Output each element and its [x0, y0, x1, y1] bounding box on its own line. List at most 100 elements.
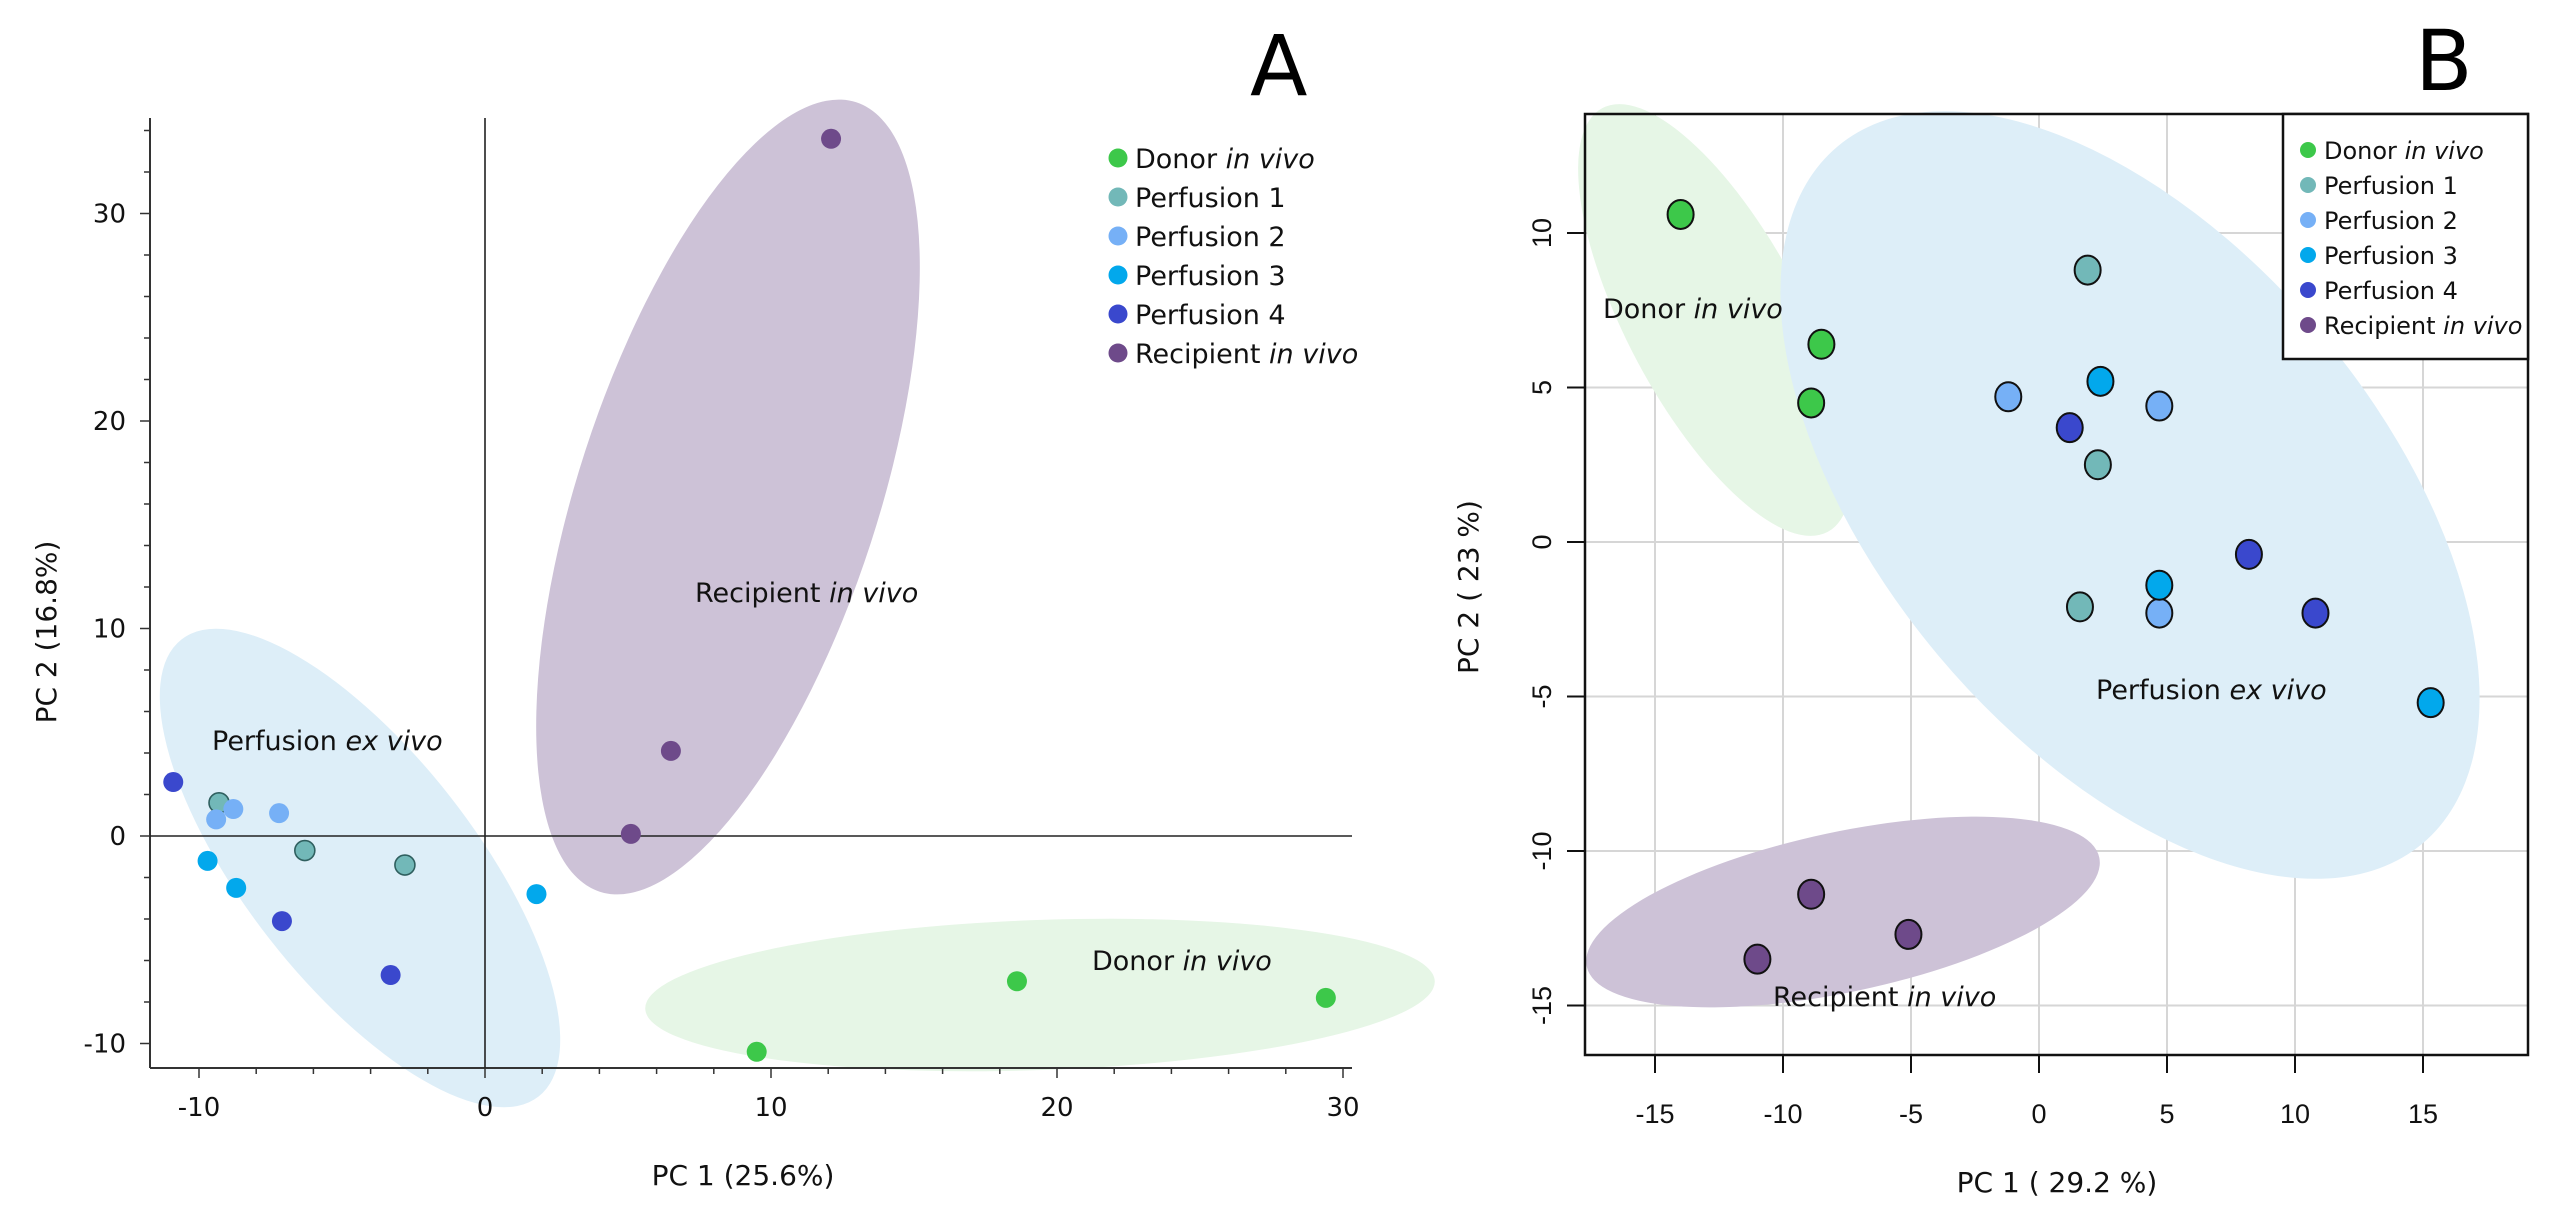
- panel-a-point-recipient: [821, 128, 842, 149]
- panel-b-point-recipient: [1894, 918, 1923, 950]
- legend-label-p2: Perfusion 2: [2324, 207, 2458, 235]
- panel-a-group-ellipses: [159, 99, 1435, 1108]
- panel-b-point-p4: [2234, 538, 2263, 570]
- panel-a-legend-item-p4: Perfusion 4: [1108, 300, 1286, 331]
- ellipse-donor-in-vivo: [1578, 104, 1852, 536]
- panel-b-x-tick-label: -5: [1899, 1099, 1923, 1129]
- panel-a-axes: -10 0 10 20 30 -10 0 10 20 30: [84, 118, 1360, 1123]
- panel-b-point-donor: [1797, 387, 1826, 419]
- panel-b-point-donor: [1666, 198, 1695, 230]
- annotation-perfusion-ex-vivo: Perfusion ex vivo: [2096, 675, 2327, 706]
- panel-a-points: [163, 128, 1336, 1062]
- panel-a-point-p1: [394, 854, 416, 876]
- panel-b-legend-box: [2281, 112, 2530, 361]
- panel-b-y-tick-label: 0: [1527, 534, 1557, 549]
- ellipse-donor-in-vivo: [645, 918, 1435, 1072]
- panel-b-point-p1: [2083, 449, 2112, 481]
- panel-a-y-tick-label: 30: [93, 200, 126, 230]
- legend-label-p4: Perfusion 4: [2324, 277, 2458, 305]
- panel-a-legend-item-p1: Perfusion 1: [1108, 183, 1286, 214]
- legend-marker-p4: [1108, 304, 1128, 324]
- panel-a-x-tick-label: 10: [754, 1093, 787, 1123]
- panel-b-y-axis-label: PC 2 ( 23 %): [1452, 500, 1485, 674]
- panel-a-point-p2: [269, 803, 290, 824]
- panel-b-x-tick-label: 15: [2408, 1099, 2438, 1129]
- legend-label-p4: Perfusion 4: [1135, 300, 1286, 331]
- panel-b-point-p1: [2065, 591, 2094, 623]
- panel-a-x-axis-label: PC 1 (25.6%): [652, 1159, 835, 1192]
- panel-b-letter: B: [2415, 12, 2473, 110]
- panel-b-point-recipient: [1797, 878, 1826, 910]
- panel-b-point-p3: [2086, 365, 2115, 397]
- panel-a-y-tick-label: 0: [109, 822, 126, 852]
- panel-a-letter: A: [1250, 17, 1307, 115]
- panel-a-legend-item-p2: Perfusion 2: [1108, 222, 1286, 253]
- panel-b-group-ellipses: [1578, 104, 2480, 1008]
- ellipse-perfusion-ex-vivo: [1780, 111, 2480, 879]
- panel-b-x-tick-label: 0: [2031, 1099, 2046, 1129]
- panel-b-points: [1666, 198, 2445, 975]
- legend-label-recipient: Recipient in vivo: [2324, 312, 2522, 340]
- panel-a-legend-item-recipient: Recipient in vivo: [1108, 339, 1358, 370]
- legend-marker-p1: [1108, 187, 1128, 207]
- panel-b-point-p3: [2145, 569, 2174, 601]
- panel-a-point-p3: [526, 884, 547, 905]
- legend-label-donor: Donor in vivo: [2324, 137, 2484, 165]
- legend-label-p3: Perfusion 3: [2324, 242, 2458, 270]
- panel-a-y-tick-label: -10: [84, 1030, 126, 1060]
- legend-label-p1: Perfusion 1: [1135, 183, 1286, 214]
- panel-b-point-recipient: [1743, 943, 1772, 975]
- panel-b-point-p2: [1994, 381, 2023, 413]
- legend-marker-p3: [2300, 247, 2316, 263]
- panel-a-point-p1: [294, 839, 316, 862]
- legend-label-p2: Perfusion 2: [1135, 222, 1286, 253]
- panel-a-annotations: Perfusion ex vivo Recipient in vivo Dono…: [212, 578, 1272, 977]
- panel-a-point-p4: [163, 772, 184, 793]
- panel-a-y-tick-label: 10: [93, 615, 126, 645]
- panel-b-legend-item-donor: Donor in vivo: [2300, 137, 2484, 165]
- panel-b-axes: -15 -10 -5 0 5 10 15 -15 -10 -5 0 5 10: [1527, 112, 2530, 1129]
- panel-a-x-tick-label: 30: [1326, 1093, 1359, 1123]
- panel-a-point-donor: [1315, 987, 1336, 1008]
- legend-marker-recipient: [2300, 317, 2316, 333]
- panel-a-point-recipient: [620, 823, 641, 844]
- panel-b-y-tick-label: -5: [1527, 684, 1557, 708]
- panel-b-x-axis-label: PC 1 ( 29.2 %): [1957, 1166, 2158, 1199]
- panel-b-legend: Donor in vivo Perfusion 1 Perfusion 2 Perfu…: [2281, 112, 2530, 361]
- legend-marker-donor: [2300, 142, 2316, 158]
- ellipse-recipient-in-vivo: [1586, 816, 2100, 1008]
- legend-marker-recipient: [1108, 343, 1128, 363]
- panel-b-y-tick-label: -10: [1527, 831, 1557, 870]
- panel-a-point-p2: [206, 809, 227, 830]
- panel-b-point-p2: [2145, 390, 2174, 422]
- legend-marker-p3: [1108, 265, 1128, 285]
- panel-a-point-p3: [226, 877, 247, 898]
- panel-a-legend-item-donor: Donor in vivo: [1108, 144, 1315, 175]
- panel-b-y-tick-label: -15: [1527, 986, 1557, 1025]
- panel-b-point-p1: [2073, 254, 2102, 286]
- panel-b-x-tick-label: 5: [2159, 1099, 2174, 1129]
- ellipse-perfusion-ex-vivo: [159, 628, 561, 1108]
- panel-b-point-donor: [1807, 328, 1836, 360]
- panel-b: B -15 -10 -5 0 5 10 15 -15 -10 -5 0 5 10 Donor in vi…: [1452, 12, 2530, 1199]
- panel-b-legend-item-p1: Perfusion 1: [2300, 172, 2458, 200]
- panel-a-y-tick-label: 20: [93, 407, 126, 437]
- panel-b-frame: [1583, 112, 2530, 1057]
- legend-label-donor: Donor in vivo: [1135, 144, 1315, 175]
- panel-a-point-donor: [746, 1041, 767, 1062]
- legend-marker-p4: [2300, 282, 2316, 298]
- panel-b-y-tick-label: 5: [1527, 380, 1557, 395]
- panel-b-point-p3: [2416, 687, 2445, 719]
- legend-marker-p2: [2300, 212, 2316, 228]
- panel-a-point-donor: [1006, 971, 1027, 992]
- annotation-recipient-in-vivo: Recipient in vivo: [1773, 982, 1996, 1013]
- legend-label-recipient: Recipient in vivo: [1135, 339, 1358, 370]
- panel-b-legend-item-p3: Perfusion 3: [2300, 242, 2458, 270]
- panel-a-x-tick-label: 0: [477, 1093, 494, 1123]
- ellipse-recipient-in-vivo: [536, 99, 920, 895]
- panel-b-legend-item-recipient: Recipient in vivo: [2300, 312, 2522, 340]
- panel-b-legend-item-p4: Perfusion 4: [2300, 277, 2458, 305]
- panel-a-point-p4: [271, 911, 292, 932]
- panel-b-x-tick-label: -10: [1763, 1099, 1802, 1129]
- annotation-recipient-in-vivo: Recipient in vivo: [695, 578, 918, 609]
